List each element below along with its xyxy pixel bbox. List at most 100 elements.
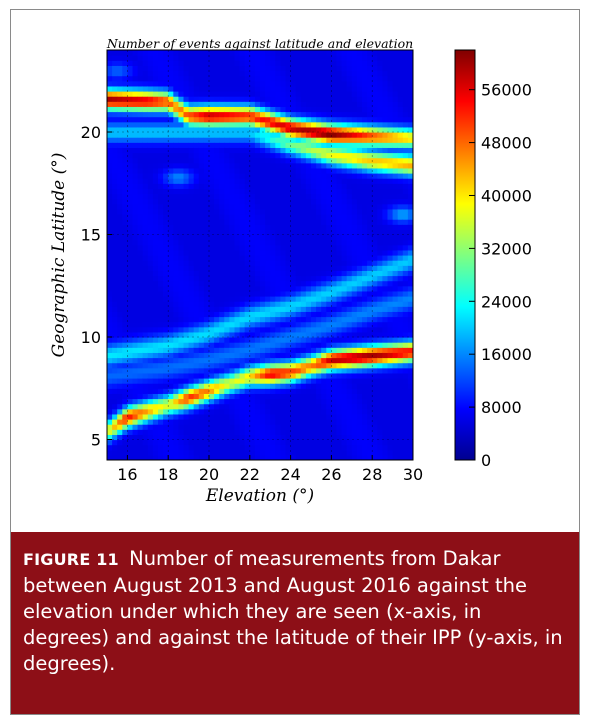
heatmap-cell: [234, 378, 241, 384]
heatmap-cell: [229, 449, 236, 456]
heatmap-cell: [260, 449, 266, 456]
heatmap-cell: [290, 132, 297, 138]
heatmap-cell: [158, 260, 164, 266]
heatmap-cell: [285, 424, 292, 430]
heatmap-cell: [214, 91, 220, 97]
heatmap-cell: [209, 408, 215, 415]
heatmap-cell: [122, 311, 128, 318]
heatmap-cell: [362, 337, 368, 343]
heatmap-cell: [382, 285, 389, 292]
heatmap-cell: [224, 137, 230, 143]
heatmap-cell: [188, 137, 195, 143]
heatmap-cell: [214, 419, 220, 425]
heatmap-cell: [305, 111, 312, 118]
heatmap-cell: [188, 91, 195, 97]
heatmap-cell: [346, 121, 353, 128]
heatmap-cell: [265, 101, 271, 107]
heatmap-cell: [173, 80, 179, 87]
heatmap-cell: [203, 326, 210, 333]
heatmap-cell: [234, 301, 241, 307]
heatmap-cell: [163, 75, 169, 82]
heatmap-cell: [254, 65, 261, 72]
heatmap-cell: [239, 296, 246, 302]
heatmap-cell: [224, 383, 230, 389]
heatmap-cell: [219, 270, 225, 277]
heatmap-cell: [137, 347, 144, 353]
heatmap-cell: [260, 439, 266, 446]
heatmap-cell: [127, 444, 134, 451]
heatmap-cell: [331, 178, 338, 184]
heatmap-cell: [362, 429, 368, 435]
heatmap-cell: [331, 383, 338, 389]
heatmap-cell: [214, 193, 220, 200]
heatmap-cell: [336, 126, 343, 133]
heatmap-cell: [341, 224, 348, 230]
heatmap-cell: [127, 403, 134, 410]
heatmap-cell: [290, 419, 297, 425]
heatmap-cell: [254, 249, 261, 256]
heatmap-cell: [234, 306, 241, 312]
heatmap-cell: [407, 347, 413, 353]
heatmap-cell: [392, 260, 399, 266]
heatmap-cell: [362, 419, 368, 425]
heatmap-cell: [316, 249, 322, 256]
heatmap-cell: [275, 434, 281, 441]
heatmap-cell: [214, 454, 220, 460]
heatmap-cell: [326, 357, 332, 364]
heatmap-cell: [198, 378, 205, 384]
heatmap-cell: [198, 285, 205, 292]
heatmap-cell: [270, 101, 276, 107]
heatmap-cell: [132, 234, 139, 241]
heatmap-cell: [397, 372, 404, 379]
heatmap-cell: [341, 367, 348, 374]
heatmap-cell: [178, 337, 185, 343]
heatmap-cell: [387, 419, 394, 425]
heatmap-cell: [397, 198, 404, 205]
heatmap-cell: [351, 60, 358, 66]
heatmap-cell: [387, 352, 394, 359]
heatmap-cell: [203, 121, 210, 128]
heatmap-cell: [392, 111, 399, 118]
heatmap-cell: [178, 434, 185, 441]
heatmap-cell: [356, 408, 363, 415]
heatmap-cell: [158, 255, 164, 261]
heatmap-cell: [356, 173, 363, 179]
heatmap-cell: [173, 260, 179, 266]
heatmap-cell: [336, 85, 343, 92]
heatmap-cell: [336, 270, 343, 277]
heatmap-cell: [203, 162, 210, 169]
heatmap-cell: [407, 372, 413, 379]
heatmap-cell: [397, 85, 404, 92]
heatmap-cell: [198, 321, 205, 328]
heatmap-cell: [122, 347, 128, 353]
heatmap-cell: [351, 50, 358, 56]
heatmap-cell: [254, 106, 261, 113]
heatmap-cell: [168, 80, 174, 87]
heatmap-cell: [351, 121, 358, 128]
heatmap-cell: [239, 178, 246, 184]
heatmap-cell: [107, 347, 113, 353]
heatmap-cell: [362, 142, 368, 148]
heatmap-cell: [351, 188, 358, 195]
heatmap-cell: [188, 398, 195, 405]
heatmap-cell: [387, 147, 394, 154]
heatmap-cell: [295, 203, 302, 210]
heatmap-cell: [178, 91, 185, 97]
heatmap-cell: [173, 290, 179, 297]
heatmap-cell: [254, 337, 261, 343]
heatmap-cell: [265, 121, 271, 128]
heatmap-cell: [397, 439, 404, 446]
heatmap-cell: [183, 234, 190, 241]
heatmap-cell: [249, 352, 256, 359]
heatmap-cell: [203, 408, 210, 415]
heatmap-cell: [112, 137, 118, 143]
heatmap-cell: [168, 408, 174, 415]
heatmap-cell: [152, 342, 159, 348]
heatmap-cell: [397, 352, 404, 359]
heatmap-cell: [305, 265, 312, 271]
heatmap-cell: [387, 193, 394, 200]
heatmap-cell: [107, 70, 113, 77]
heatmap-cell: [260, 444, 266, 451]
heatmap-cell: [127, 239, 134, 246]
